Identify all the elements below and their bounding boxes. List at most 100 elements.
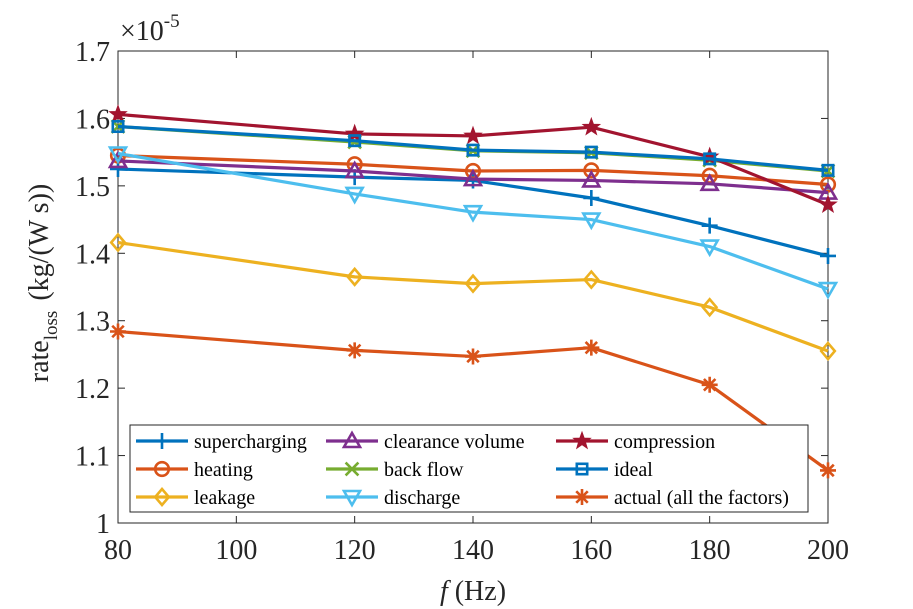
data-point xyxy=(583,339,600,356)
data-point xyxy=(583,162,600,179)
x-tick-label: 200 xyxy=(807,535,849,566)
y-tick-label: 1.1 xyxy=(75,442,110,473)
legend-entry: back flow xyxy=(326,459,464,481)
y-tick-label: 1.6 xyxy=(75,104,110,135)
data-point xyxy=(701,217,718,234)
legend-label: actual (all the factors) xyxy=(614,487,789,509)
legend-swatch-marker xyxy=(575,462,589,476)
legend-label: supercharging xyxy=(194,431,307,453)
data-point xyxy=(583,189,600,206)
data-point xyxy=(820,247,836,264)
data-point xyxy=(344,186,365,205)
data-point xyxy=(344,123,365,143)
plot-area xyxy=(107,104,839,479)
data-point xyxy=(344,160,365,179)
data-point xyxy=(699,173,720,192)
data-point xyxy=(820,462,836,479)
series-line xyxy=(117,240,829,353)
y-axis-label-main: rate xyxy=(24,340,55,382)
x-axis-label: f (Hz) xyxy=(440,576,506,607)
legend-swatch-marker xyxy=(344,461,360,477)
legend-label: discharge xyxy=(384,487,460,509)
series-leakage xyxy=(109,232,837,362)
legend-swatch-marker xyxy=(572,430,592,450)
x-tick-label: 100 xyxy=(215,535,257,566)
legend-entry: supercharging xyxy=(136,431,307,453)
data-point xyxy=(581,212,602,231)
x-axis-label-var: f xyxy=(440,576,451,607)
y-tick-label: 1 xyxy=(96,509,110,540)
y-tick-label: 1.3 xyxy=(75,307,110,338)
data-point xyxy=(819,341,837,362)
data-point xyxy=(346,266,364,287)
data-point xyxy=(348,134,362,148)
data-point xyxy=(701,376,718,393)
data-point xyxy=(818,194,838,214)
data-point xyxy=(108,104,128,123)
data-point xyxy=(107,150,129,169)
legend-entry: compression xyxy=(556,430,715,453)
data-point xyxy=(701,297,719,318)
y-axis-label-sub: loss xyxy=(41,311,62,341)
y-axis-exponent-power: -5 xyxy=(164,11,180,32)
axes: 80 100 120 140 160 180 200 1 1.1 1.2 1.3 1.4 1.5 1.6 1… xyxy=(75,37,849,566)
axis-labels: f (Hz) rateloss (kg/(W s)) ×10-5 xyxy=(24,11,506,607)
legend-entry: actual (all the factors) xyxy=(556,487,789,509)
data-point xyxy=(346,342,363,359)
y-tick-label: 1.5 xyxy=(75,172,110,203)
series-actual-all-the-factors xyxy=(110,323,836,479)
series-clearance-volume xyxy=(107,150,839,200)
data-point xyxy=(111,120,125,134)
x-tick-label: 180 xyxy=(689,535,731,566)
data-point xyxy=(582,269,600,290)
legend-box xyxy=(129,424,809,513)
legend-label: back flow xyxy=(384,459,464,481)
legend-entry: ideal xyxy=(556,459,653,481)
legend-label: leakage xyxy=(194,487,255,509)
data-point xyxy=(110,323,126,340)
legend-swatch-marker xyxy=(341,430,363,449)
y-axis-label: rateloss (kg/(W s)) xyxy=(24,184,62,382)
x-tick-label: 160 xyxy=(570,535,612,566)
legend-entry: heating xyxy=(136,459,253,481)
data-point xyxy=(466,143,480,157)
series-line xyxy=(117,159,829,195)
legend-swatch-marker xyxy=(574,489,590,505)
y-axis-label-unit: (kg/(W s)) xyxy=(24,184,55,301)
data-point xyxy=(109,232,127,253)
series-ideal xyxy=(111,120,835,177)
data-point xyxy=(464,273,482,294)
data-point xyxy=(581,116,602,136)
x-axis-label-unit: (Hz) xyxy=(448,576,506,607)
data-point xyxy=(581,169,602,188)
legend: supercharging heating leakage clearance vol… xyxy=(129,424,809,513)
series-line xyxy=(117,112,829,207)
legend-label: ideal xyxy=(614,459,653,481)
data-point xyxy=(699,239,720,258)
y-tick-label: 1.4 xyxy=(75,239,110,270)
data-point xyxy=(462,204,484,223)
y-tick-label: 1.7 xyxy=(75,37,110,68)
series-line xyxy=(117,167,829,258)
legend-swatch-marker xyxy=(153,486,171,508)
series-line xyxy=(117,153,829,187)
data-point xyxy=(703,152,717,166)
legend-label: compression xyxy=(614,431,715,453)
data-point xyxy=(107,146,129,165)
y-axis-exponent-base: ×10 xyxy=(120,16,164,47)
legend-entry: clearance volume xyxy=(326,430,525,453)
data-point xyxy=(462,168,484,187)
legend-label: heating xyxy=(194,459,253,481)
legend-entry: discharge xyxy=(326,487,460,509)
legend-swatch-marker xyxy=(154,433,170,449)
y-axis-exponent: ×10-5 xyxy=(120,11,180,47)
series-discharge xyxy=(107,146,839,300)
y-tick-label: 1.2 xyxy=(75,374,110,405)
data-point xyxy=(465,348,481,365)
series-line xyxy=(117,124,829,172)
series-line xyxy=(117,151,829,291)
data-point xyxy=(821,163,835,177)
data-point xyxy=(463,125,483,145)
data-point xyxy=(584,145,598,159)
